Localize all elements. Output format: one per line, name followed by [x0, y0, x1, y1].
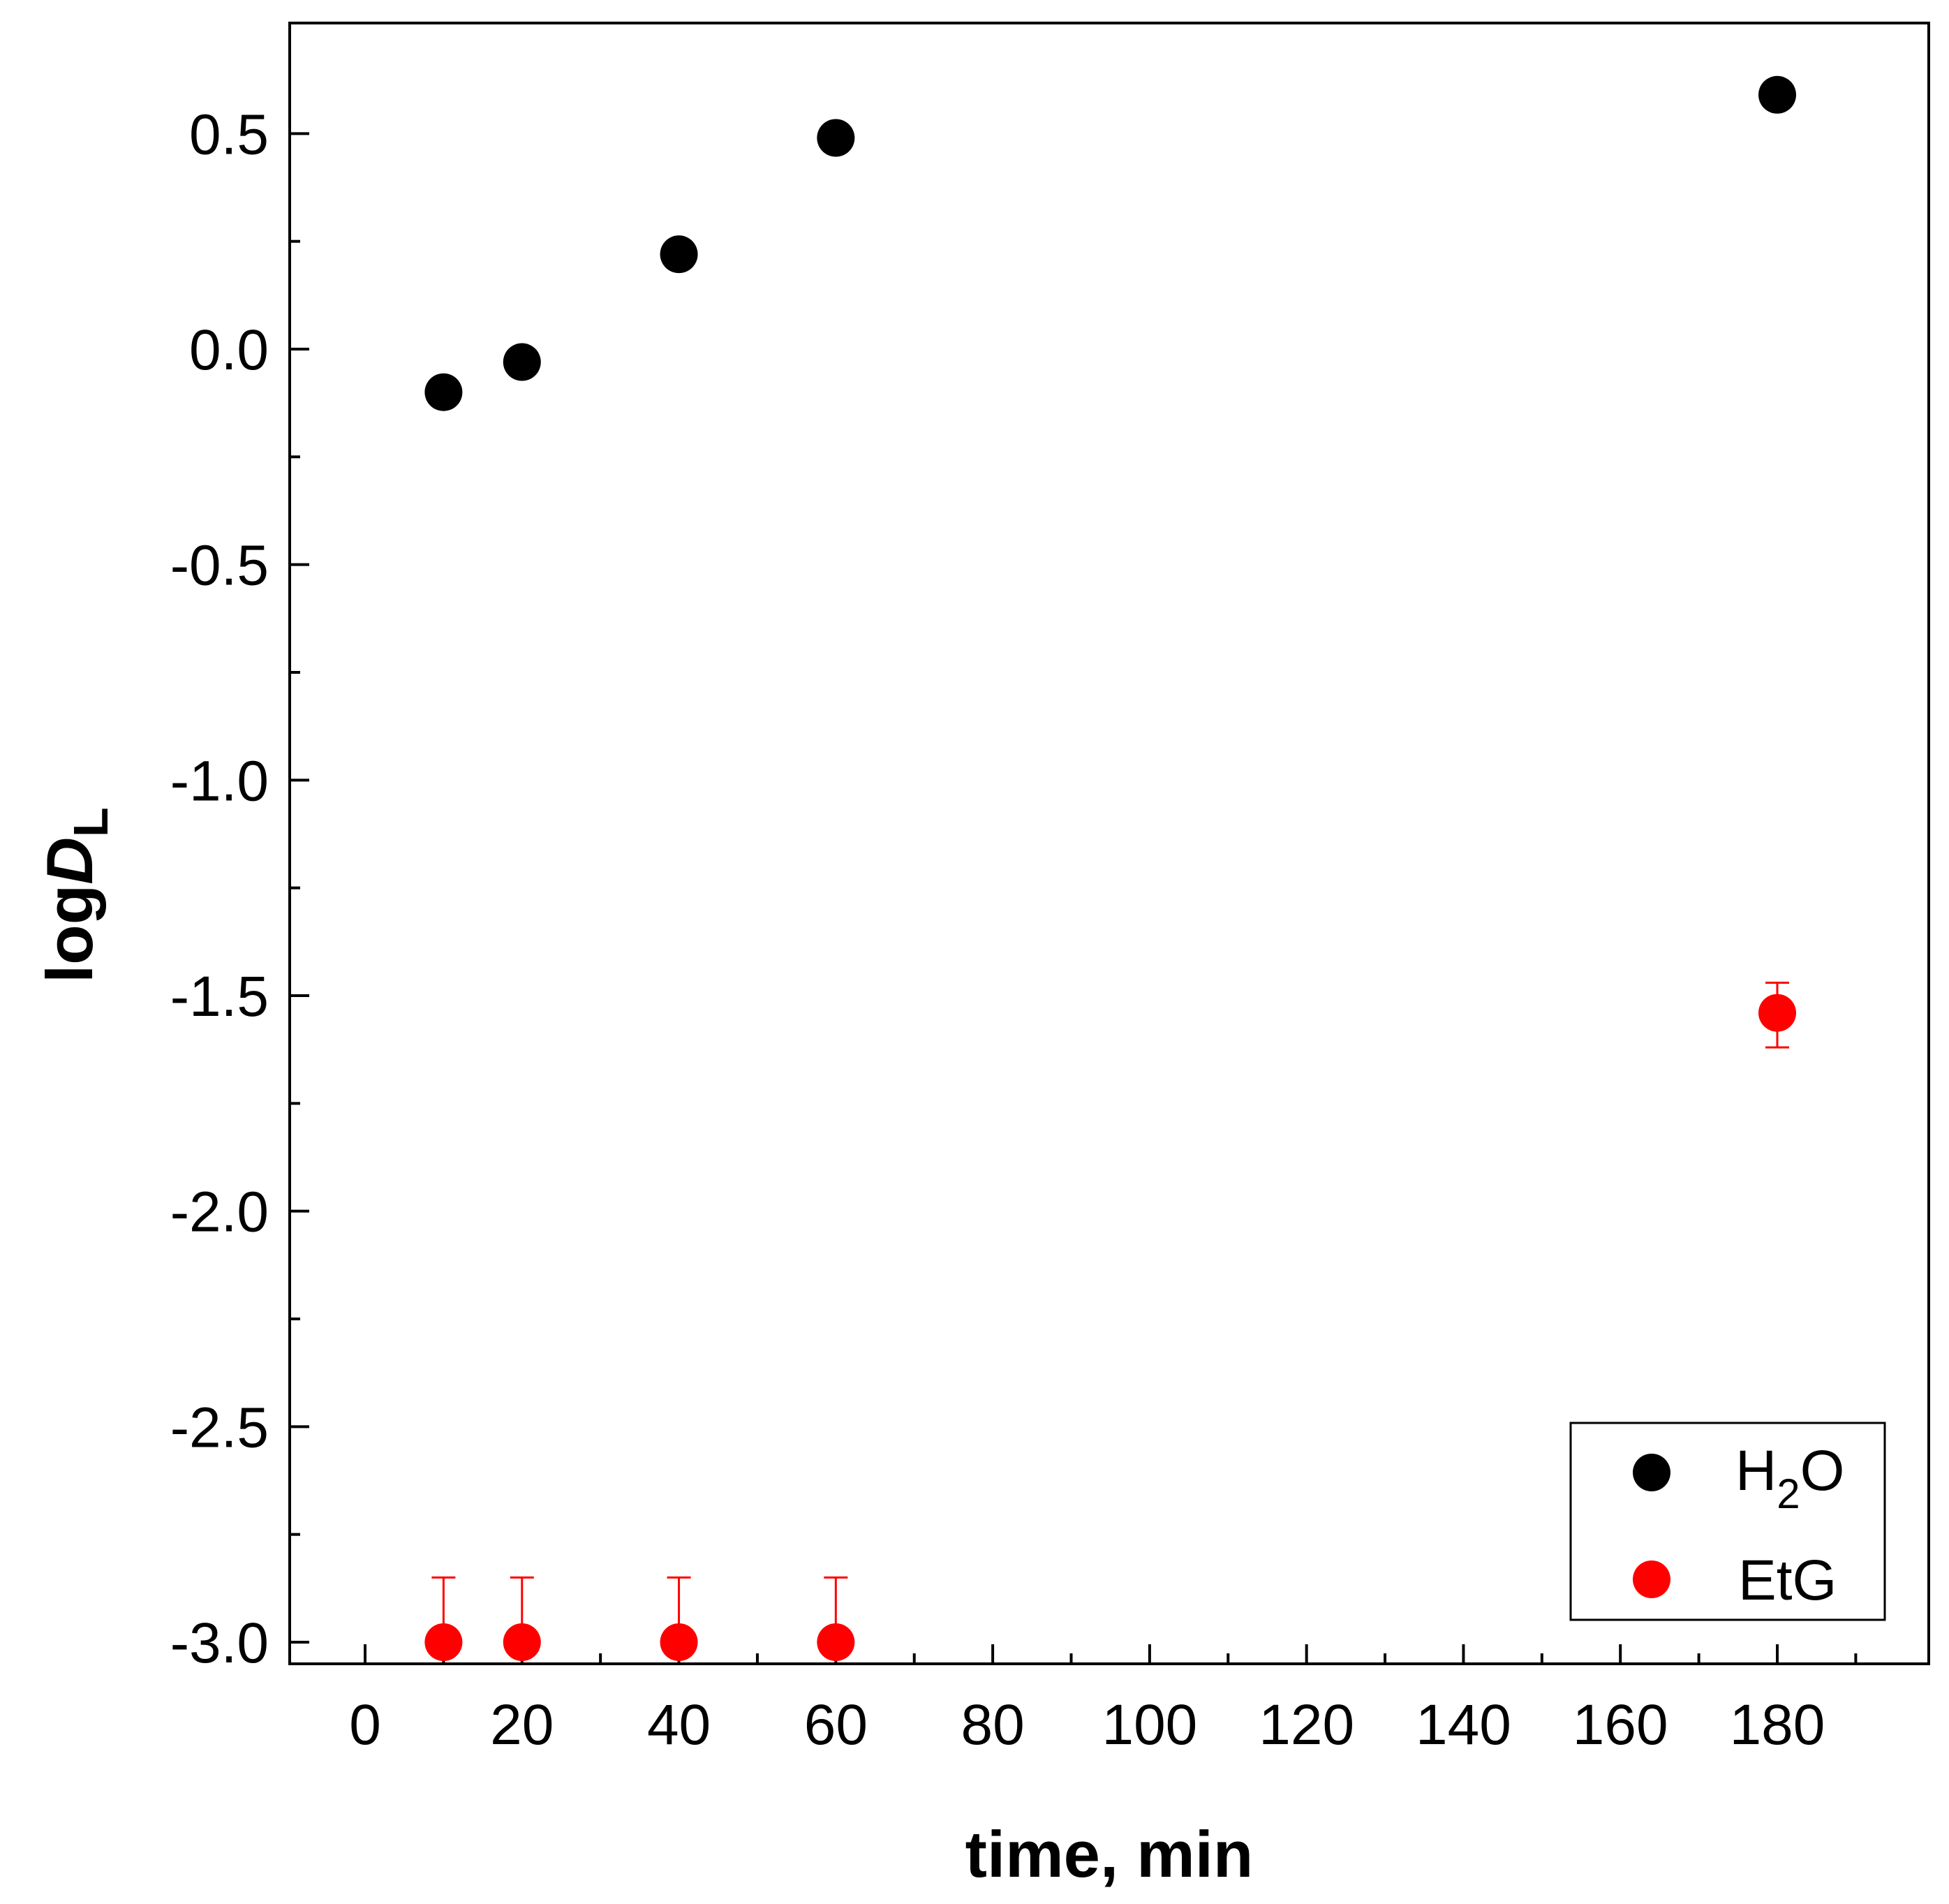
data-point — [1758, 994, 1796, 1032]
legend-label-h2o-main: H — [1735, 1439, 1777, 1503]
y-axis: -3.0 -2.5 -2.0 -1.5 -1.0 -0.5 0.0 0.5 — [170, 103, 309, 1675]
y-tick-label: -1.0 — [170, 749, 269, 813]
x-tick-label: 0 — [349, 1693, 381, 1757]
legend-box — [1569, 1422, 1886, 1621]
data-point — [660, 1623, 698, 1661]
data-point — [424, 1623, 463, 1661]
y-axis-title-italic: D — [33, 837, 106, 885]
data-point — [817, 1623, 855, 1661]
y-tick-label: 0.0 — [189, 318, 269, 382]
series-layer — [424, 75, 1796, 1661]
x-axis-title: time, min — [965, 1817, 1254, 1891]
y-tick-label: -0.5 — [170, 534, 269, 598]
legend-label-h2o: H2O — [1735, 1439, 1844, 1517]
x-tick-label: 20 — [490, 1693, 554, 1757]
y-axis-title-prefix: log — [33, 885, 106, 983]
legend: H2O EtG — [1569, 1422, 1886, 1621]
series-etg — [424, 981, 1796, 1661]
legend-marker-h2o — [1633, 1454, 1670, 1491]
legend-label-h2o-sub: 2 — [1777, 1470, 1800, 1517]
y-tick-label: 0.5 — [189, 103, 269, 166]
data-point — [1758, 75, 1796, 114]
x-tick-label: 40 — [647, 1693, 711, 1757]
y-tick-label: -2.5 — [170, 1396, 269, 1459]
x-tick-label: 60 — [804, 1693, 868, 1757]
x-tick-label: 160 — [1573, 1693, 1668, 1757]
y-axis-title: logDL — [33, 807, 118, 983]
legend-label-etg: EtG — [1738, 1549, 1837, 1612]
y-tick-label: -3.0 — [170, 1611, 269, 1675]
data-point — [424, 373, 463, 411]
x-tick-label: 140 — [1416, 1693, 1511, 1757]
legend-label-h2o-tail: O — [1800, 1439, 1845, 1503]
data-point — [817, 119, 855, 157]
y-tick-label: -1.5 — [170, 965, 269, 1028]
x-tick-label: 100 — [1102, 1693, 1197, 1757]
x-tick-label: 180 — [1730, 1693, 1825, 1757]
data-point — [503, 343, 541, 381]
y-axis-title-subscript: L — [64, 807, 118, 837]
x-tick-label: 120 — [1259, 1693, 1354, 1757]
legend-marker-etg — [1633, 1560, 1670, 1598]
plot-frame — [288, 22, 1930, 1665]
data-point — [660, 235, 698, 274]
data-point — [503, 1623, 541, 1661]
y-tick-label: -2.0 — [170, 1181, 269, 1244]
x-axis: 0 20 40 60 80 100 120 140 160 180 — [349, 1644, 1858, 1757]
x-tick-label: 80 — [961, 1693, 1025, 1757]
series-h2o — [424, 75, 1796, 411]
